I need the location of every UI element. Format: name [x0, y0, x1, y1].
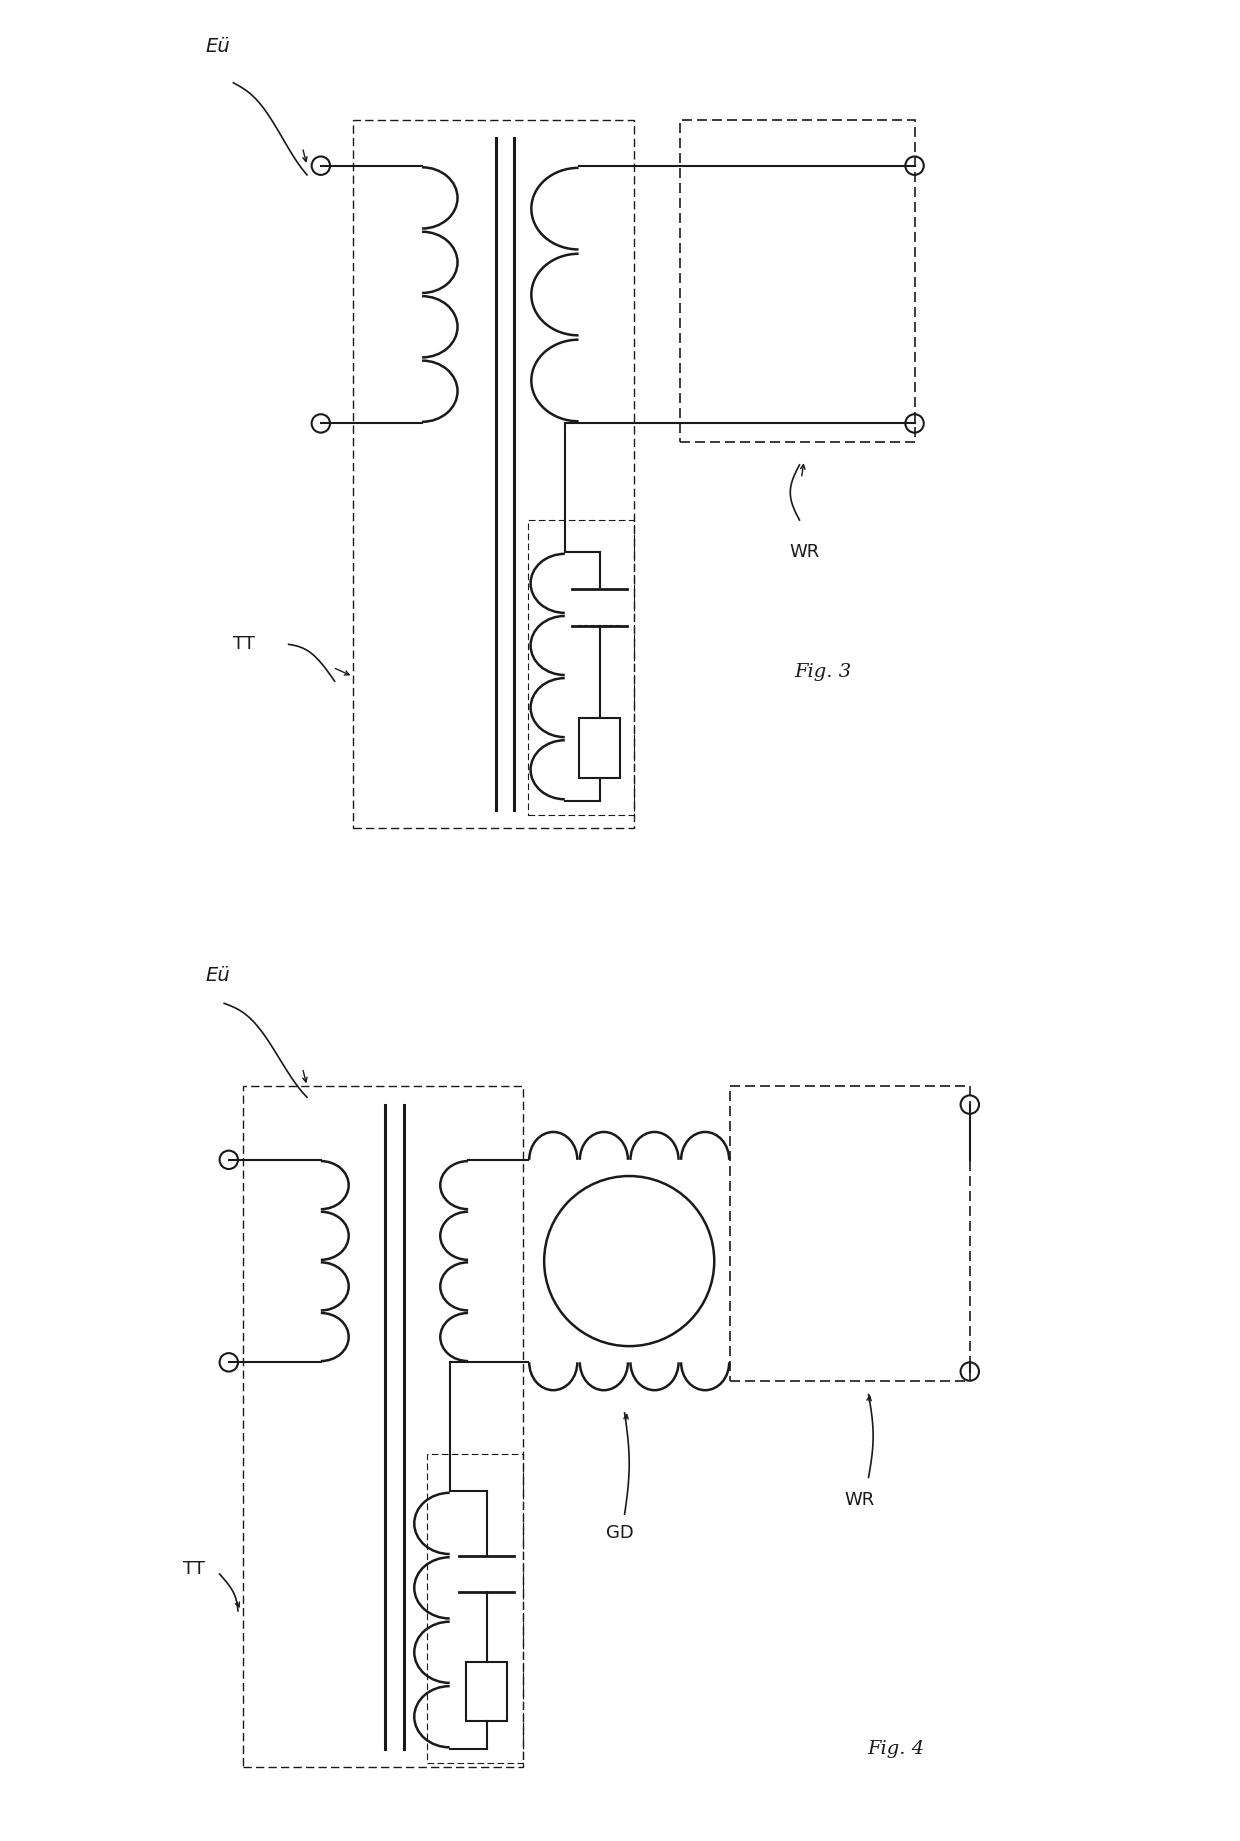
Bar	[427, 1454, 523, 1764]
Bar	[353, 120, 634, 828]
Bar	[528, 521, 634, 814]
Bar	[243, 1086, 523, 1767]
Bar	[579, 718, 620, 779]
Text: Eü: Eü	[206, 967, 231, 985]
Text: TT: TT	[182, 1561, 205, 1578]
Bar	[680, 120, 915, 442]
Text: GD: GD	[606, 1524, 634, 1541]
Text: Eü: Eü	[206, 37, 231, 55]
Text: TT: TT	[233, 635, 255, 654]
Text: Fig. 4: Fig. 4	[868, 1740, 925, 1758]
Text: WR: WR	[844, 1491, 874, 1510]
Text: Fig. 3: Fig. 3	[794, 663, 851, 681]
Text: WR: WR	[789, 543, 820, 562]
Bar	[730, 1086, 970, 1381]
Bar	[466, 1661, 507, 1721]
